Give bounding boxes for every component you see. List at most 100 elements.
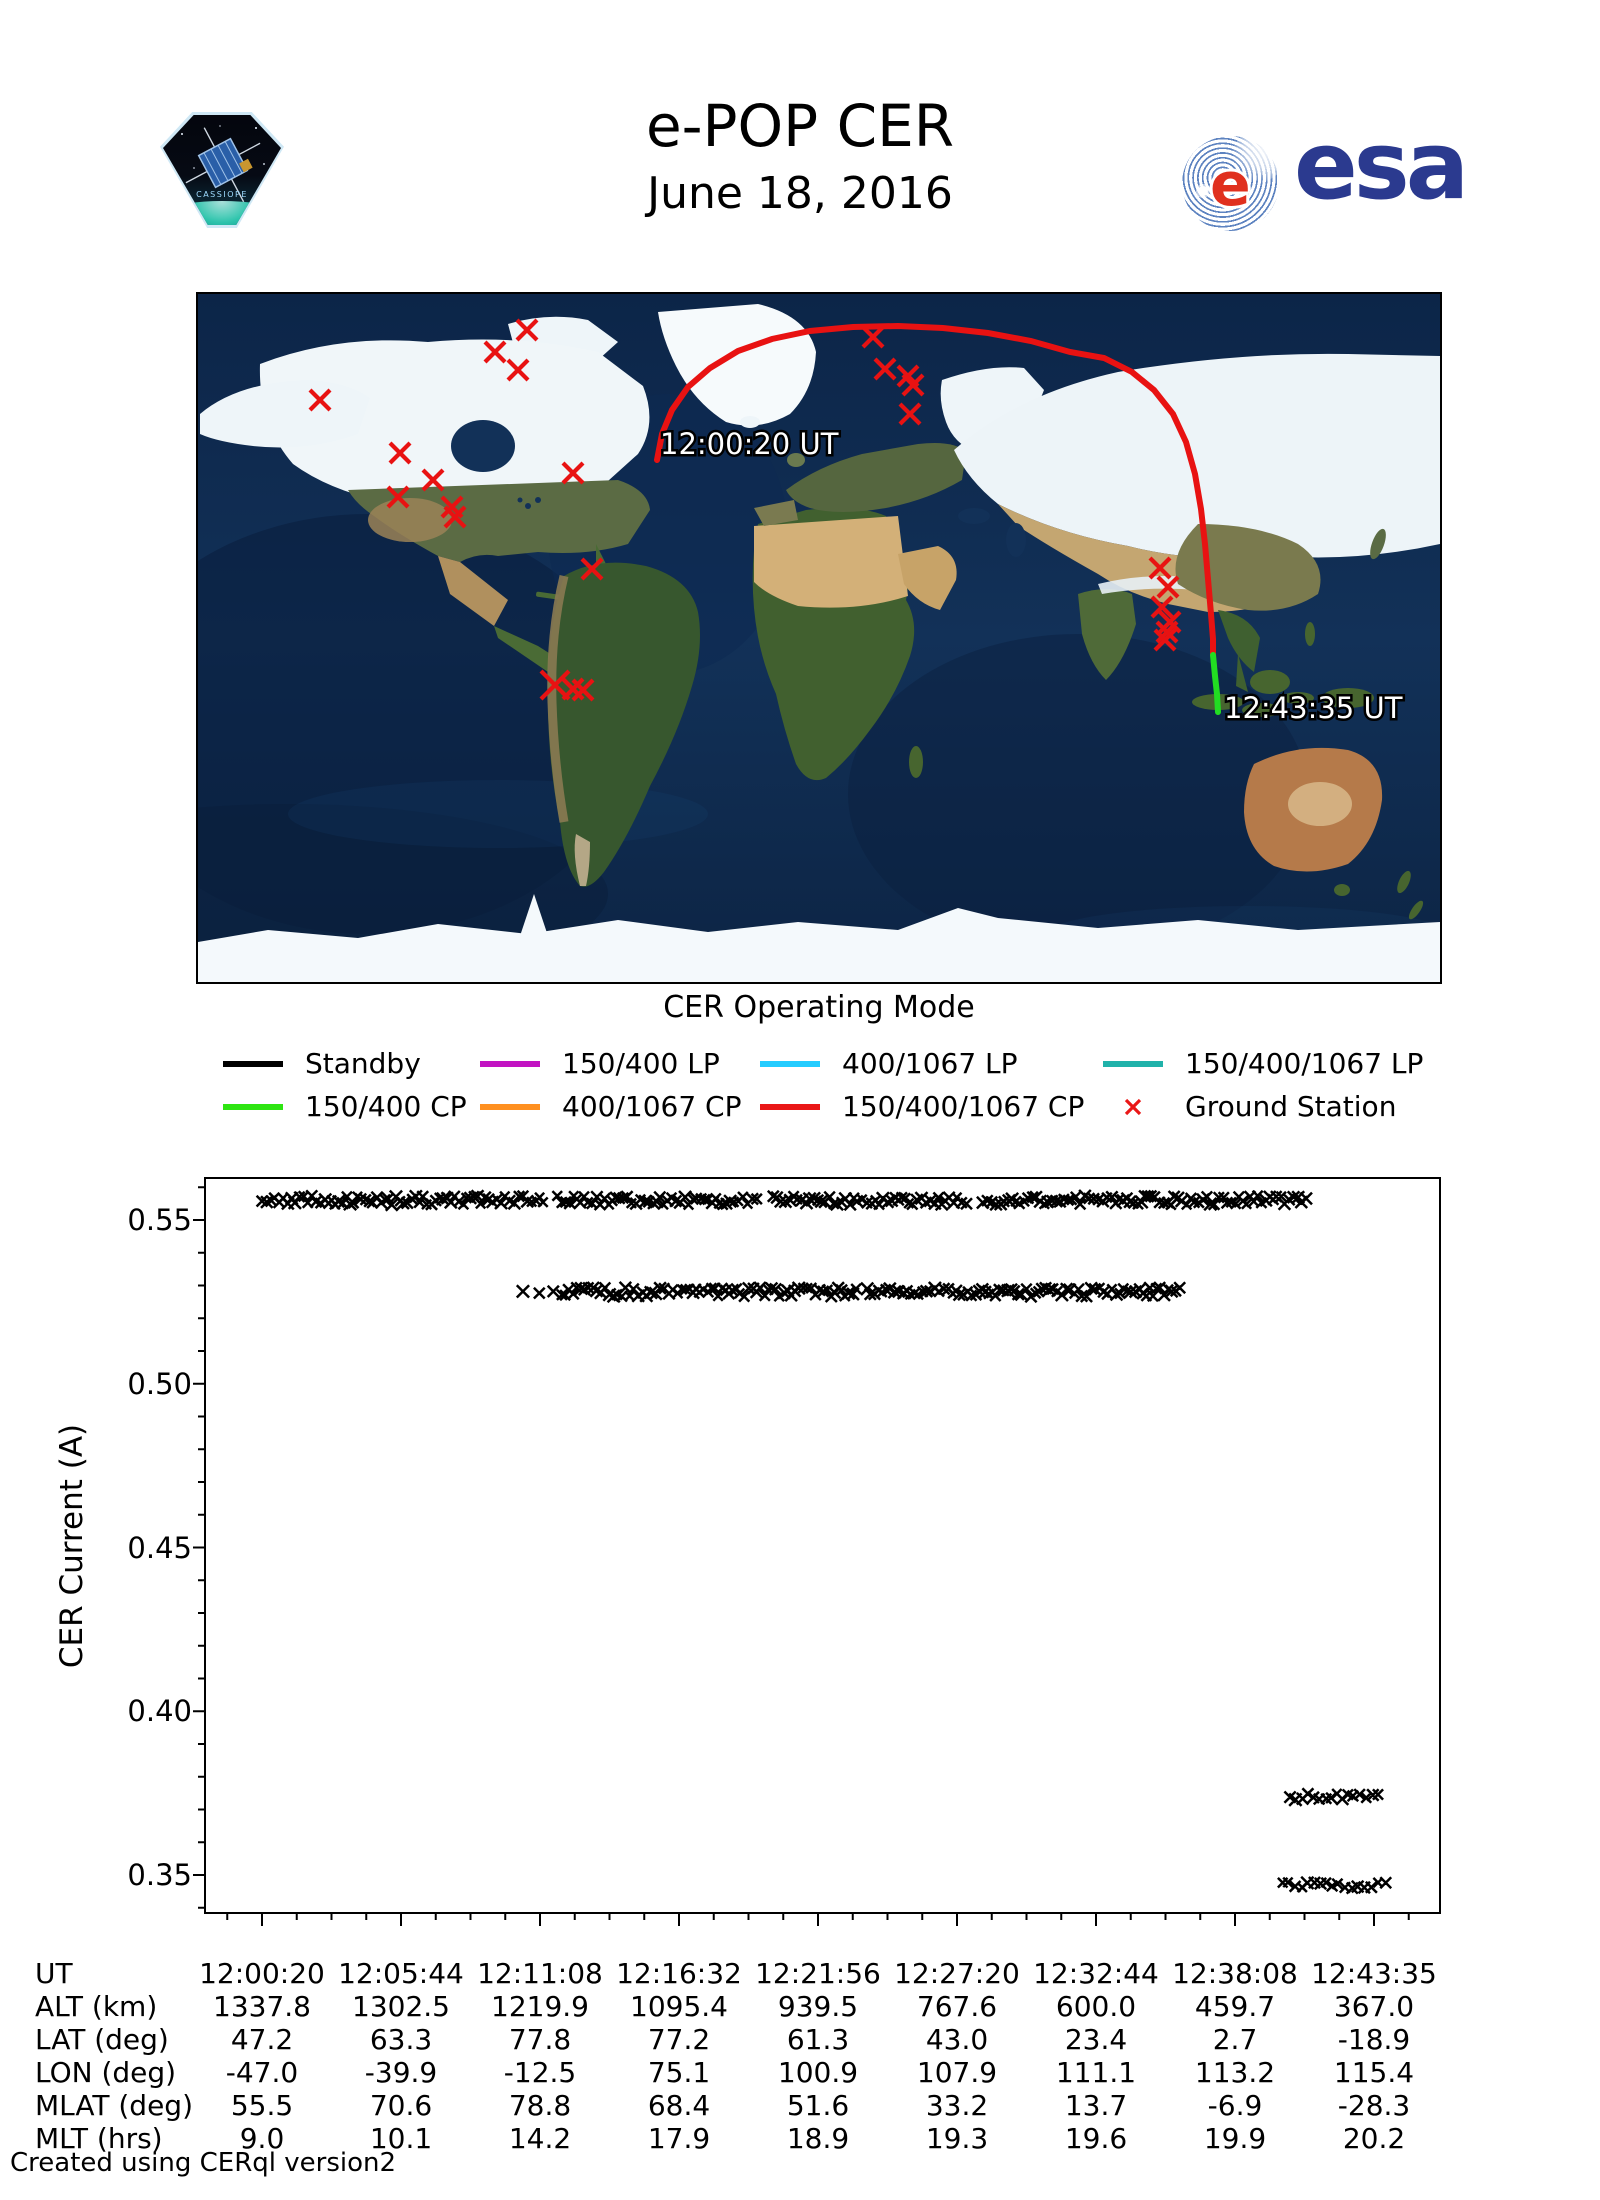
table-cell: 70.6 <box>369 2089 433 2122</box>
legend-label: 400/1067 CP <box>562 1090 742 1123</box>
y-tick-label: 0.50 <box>127 1366 192 1401</box>
footer-credit: Created using CERql version2 <box>10 2148 397 2178</box>
table-cell: 77.2 <box>647 2023 711 2056</box>
table-row-label: MLAT (deg) <box>35 2089 194 2122</box>
table-cell: 111.1 <box>1055 2056 1137 2089</box>
table-cell: 13.7 <box>1064 2089 1128 2122</box>
table-cell: 75.1 <box>647 2056 711 2089</box>
legend-line-swatch <box>480 1060 540 1067</box>
esa-red-e: e <box>1210 150 1251 220</box>
table-cell: 14.2 <box>508 2122 572 2155</box>
table-cell: 18.9 <box>786 2122 850 2155</box>
table-cell: 43.0 <box>925 2023 989 2056</box>
world-map-panel: 12:00:20 UT 12:43:35 UT <box>0 292 1448 984</box>
table-cell: 10.1 <box>369 2122 433 2155</box>
table-cell: -18.9 <box>1337 2023 1411 2056</box>
legend-item-150-400-cp: 150/400 CP <box>223 1085 480 1128</box>
legend-label: 150/400/1067 CP <box>842 1090 1085 1123</box>
y-axis-label: CER Current (A) <box>54 1423 90 1669</box>
table-cell: 1219.9 <box>491 1990 589 2023</box>
legend-label: 150/400 CP <box>305 1090 467 1123</box>
legend-item-ground-station: Ground Station <box>1103 1085 1423 1128</box>
table-row-label: ALT (km) <box>35 1990 158 2023</box>
table-cell: 12:00:20 <box>199 1957 325 1990</box>
table-cell: -39.9 <box>364 2056 438 2089</box>
table-cell: 47.2 <box>230 2023 294 2056</box>
table-cell: 939.5 <box>777 1990 859 2023</box>
table-cell: 9.0 <box>239 2122 285 2155</box>
legend-label: 400/1067 LP <box>842 1047 1018 1080</box>
table-cell: 68.4 <box>647 2089 711 2122</box>
table-cell: -6.9 <box>1207 2089 1263 2122</box>
ground-station-markers <box>308 318 1182 702</box>
table-cell: 100.9 <box>777 2056 859 2089</box>
table-cell: 55.5 <box>230 2089 294 2122</box>
esa-wordmark: esa <box>1294 112 1469 221</box>
table-cell: 107.9 <box>916 2056 998 2089</box>
ground-station-x-icon <box>1124 1098 1142 1115</box>
legend-line-swatch <box>480 1103 540 1110</box>
scatter-band-markers <box>255 1189 1313 1212</box>
legend-line-swatch <box>760 1103 820 1110</box>
legend-label: 150/400/1067 LP <box>1185 1047 1424 1080</box>
esa-globe-dot <box>1198 186 1208 196</box>
cer-current-plot <box>193 1177 1441 1926</box>
y-tick-label: 0.45 <box>127 1530 192 1565</box>
scatter-band-markers <box>556 1281 1187 1304</box>
scatter-band-markers <box>1277 1875 1393 1895</box>
page-date: June 18, 2016 <box>647 168 953 219</box>
table-cell: 19.3 <box>925 2122 989 2155</box>
table-cell: 19.9 <box>1203 2122 1267 2155</box>
y-tick-label: 0.40 <box>127 1694 192 1729</box>
table-cell: 1337.8 <box>213 1990 311 2023</box>
legend-item-400-1067-lp: 400/1067 LP <box>760 1042 1103 1085</box>
scatter-band-markers <box>1283 1787 1384 1807</box>
map-label-start-time: 12:00:20 UT <box>660 427 839 461</box>
legend-line-swatch <box>223 1103 283 1110</box>
table-cell: 12:27:20 <box>894 1957 1020 1990</box>
table-cell: 77.8 <box>508 2023 572 2056</box>
table-cell: 61.3 <box>786 2023 850 2056</box>
axis-ticks <box>193 1186 1410 1926</box>
legend-label: 150/400 LP <box>562 1047 720 1080</box>
table-cell: 115.4 <box>1333 2056 1415 2089</box>
plot-frame <box>204 1177 1441 1914</box>
legend-line-swatch <box>1103 1060 1163 1067</box>
table-cell: 12:16:32 <box>616 1957 742 1990</box>
table-cell: 600.0 <box>1055 1990 1137 2023</box>
ground-track <box>654 322 1216 658</box>
legend-item-150-400-1067-cp: 150/400/1067 CP <box>760 1085 1103 1128</box>
world-map: 12:00:20 UT 12:43:35 UT <box>0 294 1448 984</box>
table-cell: -12.5 <box>503 2056 577 2089</box>
table-cell: 1095.4 <box>630 1990 728 2023</box>
page-title: e-POP CER <box>645 92 955 160</box>
table-cell: 23.4 <box>1064 2023 1128 2056</box>
table-cell: 12:38:08 <box>1172 1957 1298 1990</box>
table-cell: 12:05:44 <box>338 1957 464 1990</box>
table-row-label: LON (deg) <box>35 2056 177 2089</box>
legend-item-standby: Standby <box>223 1042 480 1085</box>
table-cell: 78.8 <box>508 2089 572 2122</box>
table-cell: -47.0 <box>225 2056 299 2089</box>
table-cell: 33.2 <box>925 2089 989 2122</box>
table-cell: 459.7 <box>1194 1990 1276 2023</box>
esa-globe-icon: e <box>1182 130 1285 231</box>
table-cell: 12:21:56 <box>755 1957 881 1990</box>
legend-line-swatch <box>760 1060 820 1067</box>
legend-item-150-400-lp: 150/400 LP <box>480 1042 760 1085</box>
legend-label: Ground Station <box>1185 1090 1397 1123</box>
table-cell: 19.6 <box>1064 2122 1128 2155</box>
table-cell: 12:11:08 <box>477 1957 603 1990</box>
legend-item-400-1067-cp: 400/1067 CP <box>480 1085 760 1128</box>
table-cell: 367.0 <box>1333 1990 1415 2023</box>
table-row-label: LAT (deg) <box>35 2023 169 2056</box>
table-cell: 20.2 <box>1342 2122 1406 2155</box>
legend-line-swatch <box>223 1060 283 1067</box>
table-cell: 1302.5 <box>352 1990 450 2023</box>
map-label-end-time: 12:43:35 UT <box>1224 691 1403 725</box>
y-tick-label: 0.55 <box>127 1203 192 1237</box>
satellite-icon <box>185 127 261 203</box>
legend-label: Standby <box>305 1047 421 1080</box>
legend-item-150-400-1067-lp: 150/400/1067 LP <box>1103 1042 1423 1085</box>
table-cell: 113.2 <box>1194 2056 1276 2089</box>
